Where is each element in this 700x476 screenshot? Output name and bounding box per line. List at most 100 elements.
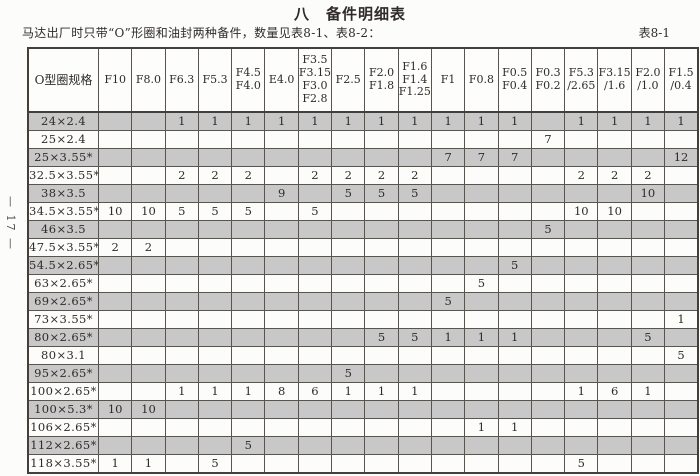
- qty-cell: [331, 256, 366, 275]
- qty-cell: [564, 310, 599, 329]
- qty-cell: 5: [397, 184, 432, 203]
- qty-cell: 6: [597, 382, 632, 401]
- qty-cell: 1: [597, 111, 632, 131]
- qty-cell: 1: [131, 454, 166, 474]
- qty-cell: 1: [331, 382, 366, 401]
- qty-cell: [364, 148, 399, 167]
- qty-cell: 7: [430, 148, 466, 167]
- qty-cell: [231, 418, 266, 437]
- qty-cell: [664, 400, 699, 419]
- qty-cell: [397, 454, 432, 474]
- qty-cell: [131, 382, 166, 401]
- qty-cell: 10: [131, 202, 166, 221]
- qty-cell: 1: [164, 111, 199, 131]
- row-label: 95×2.65*: [27, 364, 99, 383]
- qty-cell: [497, 310, 532, 329]
- qty-cell: [664, 436, 699, 455]
- qty-cell: [397, 436, 432, 455]
- row-label: 24×2.4: [27, 111, 99, 131]
- qty-cell: [530, 454, 566, 474]
- qty-cell: [197, 418, 233, 437]
- qty-cell: [497, 130, 532, 149]
- qty-cell: [331, 238, 366, 257]
- table-row: 73×3.55* 1: [27, 310, 699, 329]
- qty-cell: [530, 184, 566, 203]
- qty-cell: [464, 238, 499, 257]
- qty-cell: [131, 436, 166, 455]
- qty-cell: [164, 436, 199, 455]
- qty-cell: [231, 400, 266, 419]
- column-header: F8.0: [131, 47, 166, 113]
- table-row: 54.5×2.65* 5: [27, 256, 699, 275]
- qty-cell: [331, 346, 366, 365]
- qty-cell: [397, 292, 432, 311]
- qty-cell: 5: [364, 184, 399, 203]
- qty-cell: [597, 256, 632, 275]
- qty-cell: 5: [197, 202, 233, 221]
- qty-cell: [97, 184, 133, 203]
- qty-cell: [231, 310, 266, 329]
- qty-cell: [231, 130, 266, 149]
- qty-cell: 2: [131, 238, 166, 257]
- row-label: 25×2.4: [27, 130, 99, 149]
- qty-cell: [464, 130, 499, 149]
- table-row: 34.5×3.55* 10 10 5 5 5 5 10 10: [27, 202, 699, 221]
- qty-cell: [331, 436, 366, 455]
- qty-cell: [97, 310, 133, 329]
- qty-cell: [131, 130, 166, 149]
- qty-cell: [464, 346, 499, 365]
- qty-cell: [231, 220, 266, 239]
- qty-cell: [597, 220, 632, 239]
- qty-cell: [131, 111, 166, 131]
- qty-cell: [397, 238, 432, 257]
- qty-cell: [297, 274, 333, 293]
- qty-cell: [664, 220, 699, 239]
- column-header: F2.0 F1.8: [364, 47, 399, 113]
- qty-cell: [264, 274, 299, 293]
- qty-cell: [564, 400, 599, 419]
- qty-cell: [664, 202, 699, 221]
- qty-cell: [231, 292, 266, 311]
- column-header: F0.8: [464, 47, 499, 113]
- page-number: — 17 —: [4, 196, 17, 251]
- qty-cell: [597, 328, 632, 347]
- row-label: 38×3.5: [27, 184, 99, 203]
- qty-cell: 1: [464, 328, 499, 347]
- row-label: 80×3.1: [27, 346, 99, 365]
- qty-cell: [97, 256, 133, 275]
- qty-cell: [164, 418, 199, 437]
- qty-cell: [430, 382, 466, 401]
- qty-cell: [97, 328, 133, 347]
- qty-cell: 5: [231, 202, 266, 221]
- qty-cell: [464, 310, 499, 329]
- qty-cell: [564, 364, 599, 383]
- qty-cell: 5: [464, 274, 499, 293]
- qty-cell: [197, 256, 233, 275]
- qty-cell: [630, 310, 666, 329]
- caption-row: 马达出厂时只带“O”形圈和油封两种备件，数量见表8-1、表8-2： 表8-1: [22, 24, 670, 41]
- table-row: 100×5.3* 10 10: [27, 400, 699, 419]
- qty-cell: 1: [497, 111, 532, 131]
- qty-cell: [397, 256, 432, 275]
- row-label: 106×2.65*: [27, 418, 99, 437]
- qty-cell: [597, 310, 632, 329]
- qty-cell: [131, 256, 166, 275]
- qty-cell: [331, 418, 366, 437]
- column-header: F2.5: [331, 47, 366, 113]
- qty-cell: [497, 400, 532, 419]
- qty-cell: [197, 238, 233, 257]
- qty-cell: [597, 436, 632, 455]
- qty-cell: [664, 238, 699, 257]
- table-row: 112×2.65* 5: [27, 436, 699, 455]
- qty-cell: 2: [364, 166, 399, 185]
- qty-cell: [530, 166, 566, 185]
- qty-cell: [364, 130, 399, 149]
- qty-cell: 10: [131, 400, 166, 419]
- qty-cell: [264, 346, 299, 365]
- qty-cell: 2: [197, 166, 233, 185]
- qty-cell: [331, 202, 366, 221]
- qty-cell: [364, 400, 399, 419]
- qty-cell: [197, 220, 233, 239]
- qty-cell: [97, 130, 133, 149]
- qty-cell: [597, 292, 632, 311]
